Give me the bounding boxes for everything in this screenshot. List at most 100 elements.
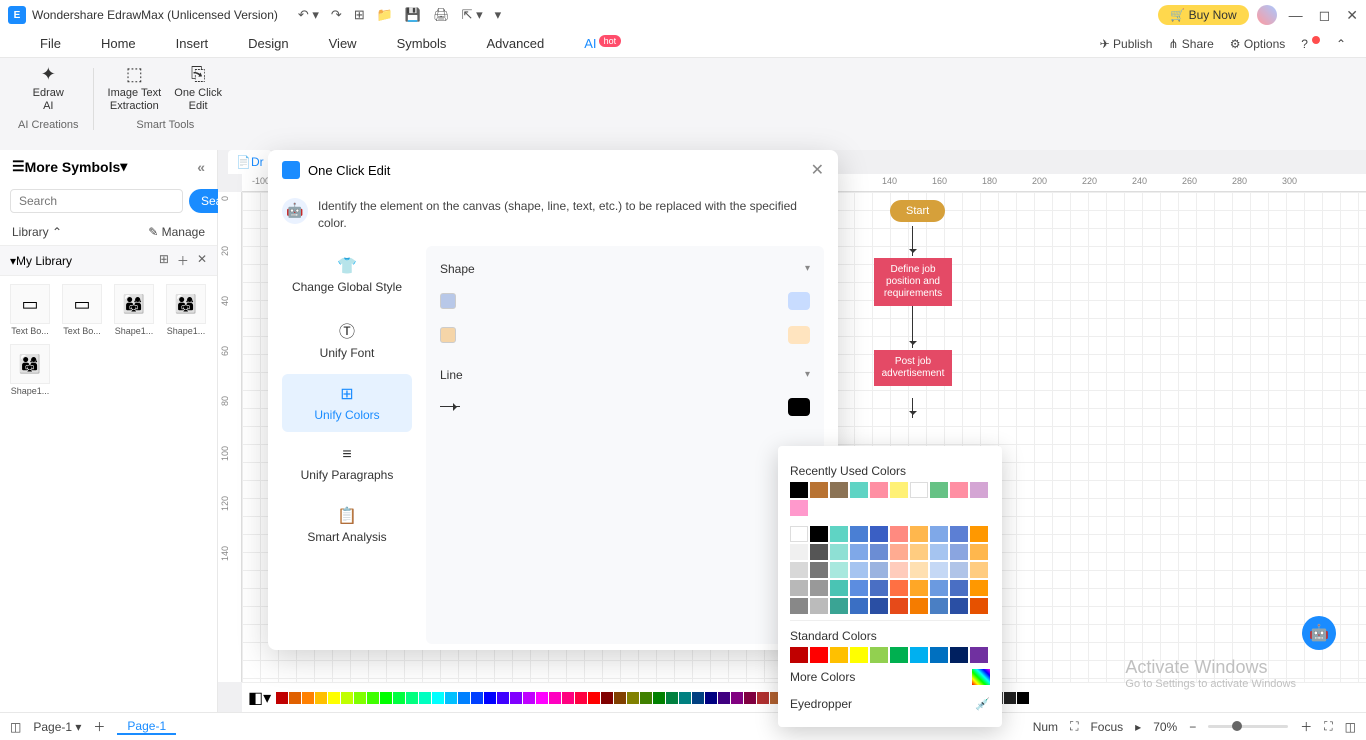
color-swatch[interactable]: [910, 482, 928, 498]
color-strip-swatch[interactable]: [588, 692, 600, 704]
color-strip-swatch[interactable]: [406, 692, 418, 704]
help-icon[interactable]: ?: [1301, 37, 1308, 51]
color-swatch[interactable]: [950, 562, 968, 578]
color-strip-swatch[interactable]: [536, 692, 548, 704]
color-swatch[interactable]: [890, 526, 908, 542]
color-strip-swatch[interactable]: [705, 692, 717, 704]
ribbon-edraw-ai[interactable]: ✦ Edraw AI: [23, 64, 73, 113]
print-icon[interactable]: 🖨: [433, 7, 450, 23]
color-swatch[interactable]: [890, 598, 908, 614]
color-strip-swatch[interactable]: [692, 692, 704, 704]
color-swatch[interactable]: [790, 500, 808, 516]
buy-now-button[interactable]: 🛒 Buy Now: [1158, 5, 1248, 25]
color-swatch[interactable]: [870, 562, 888, 578]
redo-icon[interactable]: ↷: [331, 7, 342, 23]
color-strip-swatch[interactable]: [575, 692, 587, 704]
new-icon[interactable]: ⊞: [354, 7, 365, 23]
color-strip-swatch[interactable]: [302, 692, 314, 704]
color-swatch[interactable]: [930, 562, 948, 578]
color-swatch[interactable]: [830, 526, 848, 542]
menu-home[interactable]: Home: [81, 36, 156, 51]
color-swatch[interactable]: [810, 482, 828, 498]
color-swatch[interactable]: [830, 647, 848, 663]
flowchart-start[interactable]: Start: [890, 200, 945, 222]
fit-width-icon[interactable]: ◫: [1345, 720, 1356, 734]
color-swatch[interactable]: [950, 482, 968, 498]
fit-page-icon[interactable]: ⛶: [1324, 719, 1332, 734]
menu-design[interactable]: Design: [228, 36, 308, 51]
color-strip-swatch[interactable]: [1017, 692, 1029, 704]
more-icon[interactable]: ▾: [495, 7, 502, 23]
color-swatch[interactable]: [930, 544, 948, 560]
page-selector[interactable]: Page-1 ▾: [33, 720, 81, 734]
color-swatch[interactable]: [950, 544, 968, 560]
menu-file[interactable]: File: [20, 36, 81, 51]
zoom-slider[interactable]: [1208, 725, 1288, 728]
shape-item[interactable]: 👨‍👩‍👧Shape1...: [112, 284, 156, 336]
color-strip-swatch[interactable]: [679, 692, 691, 704]
color-swatch[interactable]: [830, 598, 848, 614]
color-strip-swatch[interactable]: [601, 692, 613, 704]
color-swatch[interactable]: [850, 544, 868, 560]
close-icon[interactable]: ✕: [1346, 7, 1358, 24]
color-swatch[interactable]: [810, 544, 828, 560]
color-swatch[interactable]: [930, 526, 948, 542]
color-swatch[interactable]: [810, 598, 828, 614]
color-swatch[interactable]: [810, 647, 828, 663]
share-link[interactable]: ⋔ Share: [1168, 37, 1213, 51]
shape-item[interactable]: ▭Text Bo...: [60, 284, 104, 336]
color-strip-swatch[interactable]: [744, 692, 756, 704]
color-swatch[interactable]: [890, 482, 908, 498]
color-swatch[interactable]: [810, 580, 828, 596]
color-swatch[interactable]: [790, 598, 808, 614]
color-swatch[interactable]: [930, 580, 948, 596]
dialog-menu-item[interactable]: ⓉUnify Font: [282, 308, 412, 370]
color-strip-swatch[interactable]: [276, 692, 288, 704]
menu-view[interactable]: View: [309, 36, 377, 51]
color-swatch[interactable]: [910, 580, 928, 596]
color-strip-swatch[interactable]: [328, 692, 340, 704]
color-swatch[interactable]: [890, 580, 908, 596]
color-swatch[interactable]: [850, 482, 868, 498]
line-dest-swatch[interactable]: [788, 398, 810, 416]
fullscreen-icon[interactable]: ⛶: [1070, 719, 1078, 734]
color-swatch[interactable]: [790, 562, 808, 578]
color-swatch[interactable]: [930, 598, 948, 614]
color-swatch[interactable]: [910, 647, 928, 663]
color-strip-swatch[interactable]: [432, 692, 444, 704]
color-swatch[interactable]: [950, 526, 968, 542]
color-swatch[interactable]: [790, 647, 808, 663]
shape-item[interactable]: ▭Text Bo...: [8, 284, 52, 336]
options-link[interactable]: ⚙ Options: [1230, 37, 1285, 51]
color-swatch[interactable]: [970, 598, 988, 614]
add-icon[interactable]: ＋: [177, 252, 189, 269]
color-swatch[interactable]: [970, 544, 988, 560]
menu-ai[interactable]: AIhot: [564, 36, 641, 51]
ribbon-image-text-extraction[interactable]: ⬚ Image Text Extraction: [108, 64, 162, 113]
color-strip-swatch[interactable]: [315, 692, 327, 704]
focus-mode[interactable]: Focus: [1090, 720, 1123, 734]
color-swatch[interactable]: [850, 580, 868, 596]
color-swatch[interactable]: [970, 562, 988, 578]
color-strip-swatch[interactable]: [627, 692, 639, 704]
color-strip-swatch[interactable]: [367, 692, 379, 704]
library-link[interactable]: Library ⌃: [12, 225, 62, 239]
color-strip-swatch[interactable]: [666, 692, 678, 704]
color-swatch[interactable]: [830, 562, 848, 578]
color-strip-swatch[interactable]: [380, 692, 392, 704]
color-strip-swatch[interactable]: [640, 692, 652, 704]
open-icon[interactable]: 📁: [377, 7, 393, 23]
fill-icon[interactable]: ◧▾: [248, 688, 271, 708]
page-layout-icon[interactable]: ◫: [10, 720, 21, 734]
color-swatch[interactable]: [910, 526, 928, 542]
menu-advanced[interactable]: Advanced: [466, 36, 564, 51]
ai-assistant-bubble[interactable]: 🤖: [1302, 616, 1336, 650]
shape-dest-swatch[interactable]: [788, 326, 810, 344]
zoom-in-icon[interactable]: ＋: [1300, 718, 1312, 735]
save-icon[interactable]: 💾: [405, 7, 421, 23]
color-strip-swatch[interactable]: [419, 692, 431, 704]
user-avatar[interactable]: [1257, 5, 1277, 25]
color-swatch[interactable]: [850, 647, 868, 663]
color-strip-swatch[interactable]: [458, 692, 470, 704]
more-colors-row[interactable]: More Colors: [790, 663, 990, 691]
